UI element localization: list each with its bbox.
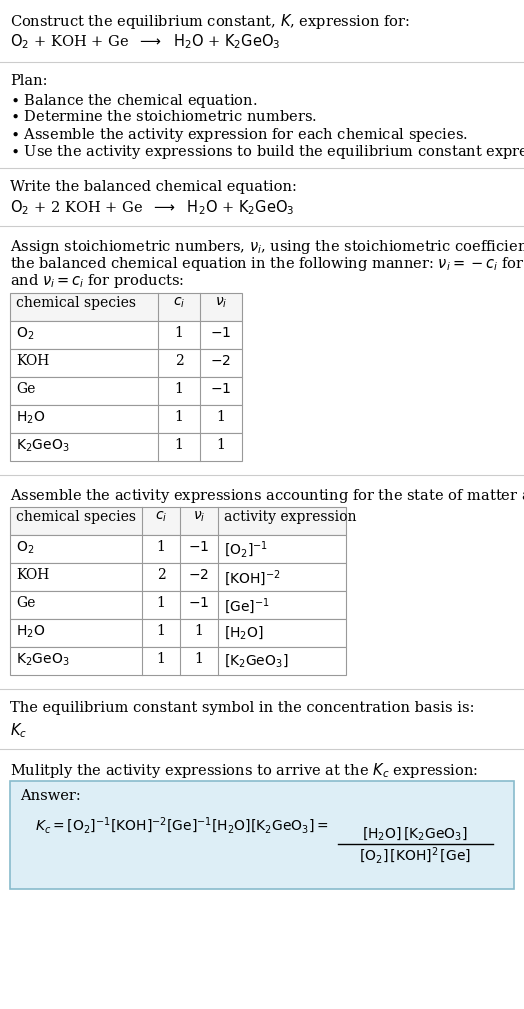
FancyBboxPatch shape (10, 619, 346, 647)
Text: 1: 1 (174, 326, 183, 340)
Text: chemical species: chemical species (16, 510, 136, 524)
Text: $\bullet$ Balance the chemical equation.: $\bullet$ Balance the chemical equation. (10, 92, 257, 110)
FancyBboxPatch shape (10, 321, 242, 349)
Text: $c_i$: $c_i$ (173, 296, 185, 311)
Text: $[\mathrm{KOH}]^{-2}$: $[\mathrm{KOH}]^{-2}$ (224, 568, 281, 588)
Text: $\bullet$ Use the activity expressions to build the equilibrium constant express: $\bullet$ Use the activity expressions t… (10, 143, 524, 161)
Text: $\nu_i$: $\nu_i$ (193, 510, 205, 525)
FancyBboxPatch shape (10, 647, 346, 675)
Text: Mulitply the activity expressions to arrive at the $K_c$ expression:: Mulitply the activity expressions to arr… (10, 761, 478, 780)
FancyBboxPatch shape (10, 293, 242, 321)
Text: $[\mathrm{O_2}]\,[\mathrm{KOH}]^2\,[\mathrm{Ge}]$: $[\mathrm{O_2}]\,[\mathrm{KOH}]^2\,[\mat… (359, 846, 471, 867)
Text: and $\nu_i = c_i$ for products:: and $\nu_i = c_i$ for products: (10, 272, 184, 290)
Text: 1: 1 (216, 438, 225, 452)
Text: 1: 1 (174, 410, 183, 424)
Text: The equilibrium constant symbol in the concentration basis is:: The equilibrium constant symbol in the c… (10, 701, 475, 715)
Text: $\bullet$ Assemble the activity expression for each chemical species.: $\bullet$ Assemble the activity expressi… (10, 126, 468, 144)
FancyBboxPatch shape (10, 405, 242, 433)
Text: 1: 1 (174, 382, 183, 396)
Text: Ge: Ge (16, 382, 36, 396)
FancyBboxPatch shape (10, 377, 242, 405)
Text: 1: 1 (157, 652, 166, 666)
Text: KOH: KOH (16, 354, 49, 368)
Text: $-1$: $-1$ (188, 540, 210, 554)
Text: 1: 1 (216, 410, 225, 424)
Text: $c_i$: $c_i$ (155, 510, 167, 525)
Text: $-1$: $-1$ (188, 596, 210, 610)
Text: Assemble the activity expressions accounting for the state of matter and $\nu_i$: Assemble the activity expressions accoun… (10, 487, 524, 504)
FancyBboxPatch shape (10, 507, 346, 535)
Text: $[\mathrm{O_2}]^{-1}$: $[\mathrm{O_2}]^{-1}$ (224, 540, 268, 560)
Text: $-1$: $-1$ (210, 382, 232, 396)
Text: $-2$: $-2$ (211, 354, 232, 368)
Text: the balanced chemical equation in the following manner: $\nu_i = -c_i$ for react: the balanced chemical equation in the fo… (10, 255, 524, 273)
Text: Construct the equilibrium constant, $K$, expression for:: Construct the equilibrium constant, $K$,… (10, 12, 410, 31)
Text: $\mathrm{H_2O}$: $\mathrm{H_2O}$ (16, 624, 45, 641)
Text: activity expression: activity expression (224, 510, 356, 524)
Text: $\mathrm{H_2O}$: $\mathrm{H_2O}$ (16, 410, 45, 427)
Text: Ge: Ge (16, 596, 36, 610)
Text: $[\mathrm{K_2GeO_3}]$: $[\mathrm{K_2GeO_3}]$ (224, 652, 289, 669)
Text: $\mathrm{O_2}$ + KOH + Ge  $\longrightarrow$  $\mathrm{H_2O}$ + $\mathrm{K_2GeO_: $\mathrm{O_2}$ + KOH + Ge $\longrightarr… (10, 32, 280, 50)
Text: chemical species: chemical species (16, 296, 136, 310)
FancyBboxPatch shape (10, 535, 346, 563)
FancyBboxPatch shape (10, 349, 242, 377)
Text: Plan:: Plan: (10, 74, 48, 88)
Text: $\mathrm{O_2}$ + 2 KOH + Ge  $\longrightarrow$  $\mathrm{H_2O}$ + $\mathrm{K_2Ge: $\mathrm{O_2}$ + 2 KOH + Ge $\longrighta… (10, 198, 294, 217)
Text: 1: 1 (157, 624, 166, 638)
Text: $\mathrm{K_2GeO_3}$: $\mathrm{K_2GeO_3}$ (16, 438, 70, 454)
Text: $\mathrm{O_2}$: $\mathrm{O_2}$ (16, 326, 34, 342)
Text: $-1$: $-1$ (210, 326, 232, 340)
Text: $\mathrm{K_2GeO_3}$: $\mathrm{K_2GeO_3}$ (16, 652, 70, 668)
Text: $\mathrm{O_2}$: $\mathrm{O_2}$ (16, 540, 34, 556)
FancyBboxPatch shape (10, 433, 242, 461)
Text: $-2$: $-2$ (189, 568, 210, 582)
FancyBboxPatch shape (10, 781, 514, 889)
Text: 1: 1 (194, 624, 203, 638)
Text: 1: 1 (157, 596, 166, 610)
Text: 1: 1 (157, 540, 166, 554)
Text: 2: 2 (174, 354, 183, 368)
Text: $\nu_i$: $\nu_i$ (215, 296, 227, 311)
Text: 1: 1 (194, 652, 203, 666)
FancyBboxPatch shape (10, 591, 346, 619)
Text: $K_c = [\mathrm{O_2}]^{-1} [\mathrm{KOH}]^{-2} [\mathrm{Ge}]^{-1} [\mathrm{H_2O}: $K_c = [\mathrm{O_2}]^{-1} [\mathrm{KOH}… (35, 816, 329, 836)
FancyBboxPatch shape (10, 563, 346, 591)
Text: $[\mathrm{H_2O}]$: $[\mathrm{H_2O}]$ (224, 624, 264, 641)
Text: $[\mathrm{Ge}]^{-1}$: $[\mathrm{Ge}]^{-1}$ (224, 596, 270, 615)
Text: $\bullet$ Determine the stoichiometric numbers.: $\bullet$ Determine the stoichiometric n… (10, 109, 317, 124)
Text: 2: 2 (157, 568, 166, 582)
Text: $K_c$: $K_c$ (10, 721, 27, 740)
Text: Write the balanced chemical equation:: Write the balanced chemical equation: (10, 180, 297, 194)
Text: 1: 1 (174, 438, 183, 452)
Text: Answer:: Answer: (20, 789, 81, 803)
Text: $[\mathrm{H_2O}]\,[\mathrm{K_2GeO_3}]$: $[\mathrm{H_2O}]\,[\mathrm{K_2GeO_3}]$ (362, 825, 468, 842)
Text: KOH: KOH (16, 568, 49, 582)
Text: Assign stoichiometric numbers, $\nu_i$, using the stoichiometric coefficients, $: Assign stoichiometric numbers, $\nu_i$, … (10, 238, 524, 256)
